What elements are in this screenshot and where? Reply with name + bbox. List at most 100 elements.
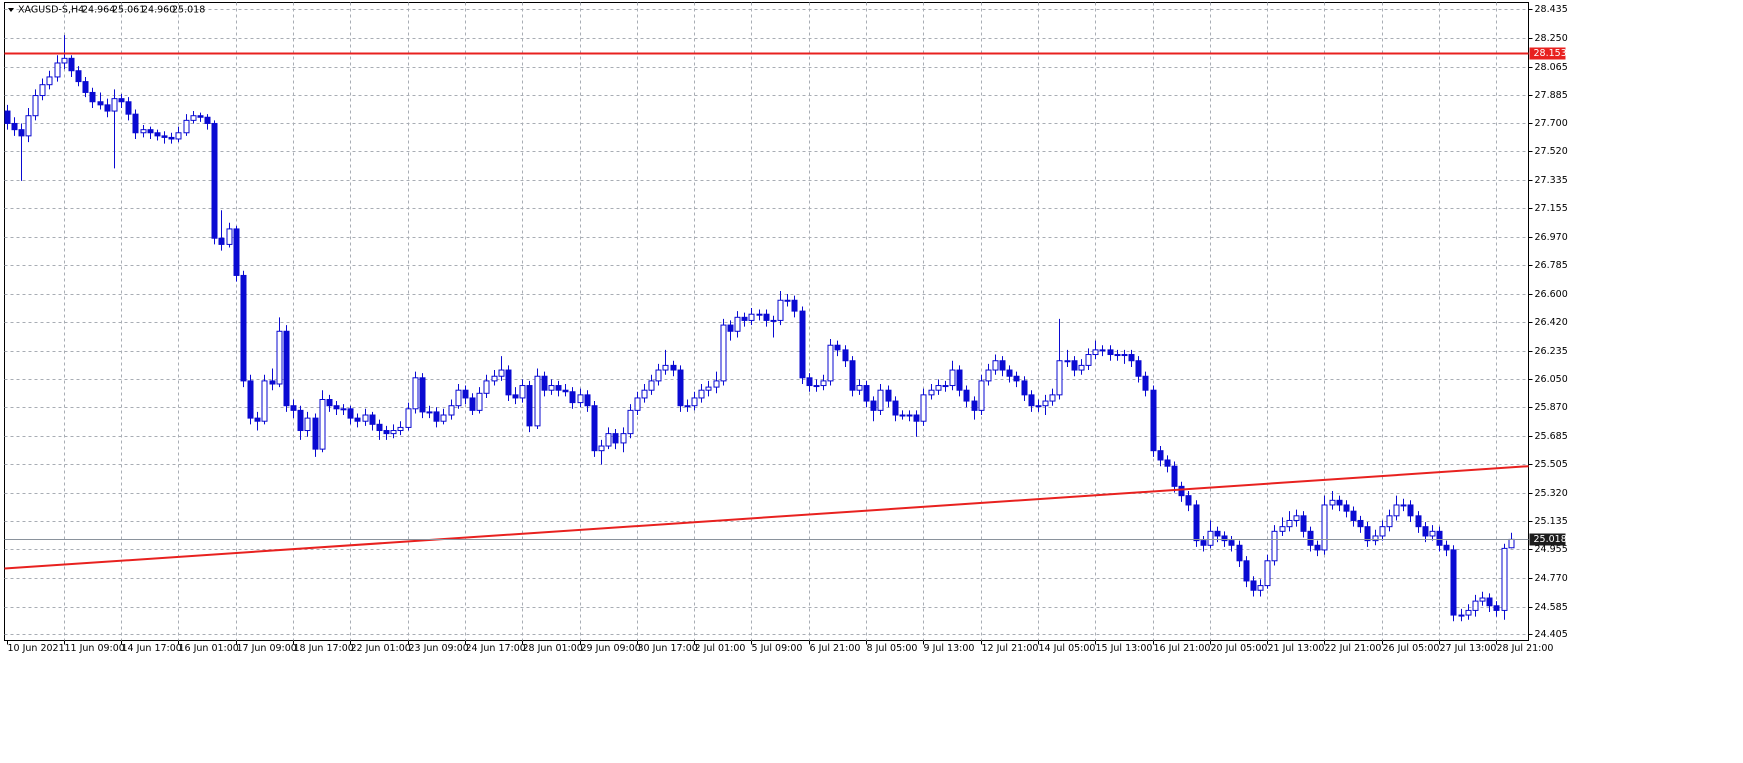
candle-body [1429,530,1436,537]
candle-body [419,377,426,413]
candle-body [218,237,225,245]
candle-body [147,129,154,134]
candle-body [25,115,32,137]
candle-body [1221,535,1228,542]
candle-body [168,136,175,140]
header-close: 25.018 [172,5,205,16]
candle-body [111,98,118,112]
plot-frame [4,2,1529,641]
x-tick-label: 16 Jun 01:00 [179,643,239,654]
candle-body [290,405,297,411]
candle-body [1178,485,1185,497]
candle-body [1200,540,1207,546]
candle-body [1279,526,1286,532]
level-label-box [1529,47,1566,60]
candle-body [1350,510,1357,521]
y-tick-label: 26.785 [1535,260,1568,271]
y-tick-label: 25.870 [1535,402,1568,413]
candle-body [548,385,555,391]
candle-body [197,115,204,118]
candle-body [483,380,490,394]
candle-body [577,394,584,404]
candle-body [1214,530,1221,537]
candle-body [1114,354,1121,357]
candle-body [971,400,978,411]
candle-body [462,389,469,399]
candle-body [949,369,956,387]
candle-body [1407,504,1414,517]
candle-body [154,132,161,137]
y-tick-label: 25.320 [1535,488,1568,499]
candle-body [1250,580,1257,591]
candle-body [390,430,397,435]
candle-body [297,409,304,432]
x-tick-label: 14 Jul 05:00 [1039,643,1096,654]
header: XAGUSD-S,H4 24.964 25.061 24.960 25.018 [8,5,205,16]
candle-body [856,385,863,391]
candle-body [534,375,541,427]
candle-body [347,408,354,419]
candle-body [799,310,806,379]
candle-body [362,414,369,422]
candle-body [233,228,240,276]
candle-body [634,397,641,411]
price-label: 25.018 [1534,534,1567,545]
candle-body [1013,375,1020,382]
candle-body [598,445,605,452]
y-tick-label: 25.135 [1535,516,1568,527]
candle-body [870,400,877,411]
candle-body [1372,535,1379,542]
x-tick-label: 23 Jun 09:00 [409,643,469,654]
y-tick-label: 28.065 [1535,62,1568,73]
candle-body [1049,394,1056,402]
candle-body [1357,519,1364,528]
y-tick-label: 26.970 [1535,232,1568,243]
candle-body [698,389,705,399]
candle-body [276,330,283,385]
candle-body [1479,597,1486,602]
candle-body [1386,515,1393,528]
candle-body [104,104,111,112]
candle-body [1271,530,1278,562]
candle-body [1465,609,1472,616]
y-tick-label: 28.435 [1535,4,1568,15]
candle-body [1379,526,1386,537]
candle-body [1236,544,1243,562]
candle-body [1085,354,1092,366]
candle-body [68,57,75,72]
x-tick-label: 20 Jul 05:00 [1211,643,1268,654]
candle-body [183,119,190,134]
x-tick-label: 8 Jul 05:00 [867,643,918,654]
candle-body [985,369,992,382]
candle-body [620,433,627,444]
candle-body [82,81,89,93]
header-low: 24.960 [142,5,175,16]
candle-body [240,274,247,382]
candle-body [705,386,712,391]
candle-body [39,84,46,97]
x-tick-label: 16 Jul 21:00 [1154,643,1211,654]
candle-body [61,57,68,64]
candle-body [827,344,834,382]
candle-body [491,375,498,382]
candle-body [1321,504,1328,551]
candle-body [763,313,770,321]
candle-body [175,132,182,140]
candle-body [1314,544,1321,551]
candle-body [920,394,927,422]
y-tick-label: 27.700 [1535,118,1568,129]
candle-body [784,299,791,302]
candle-body [670,364,677,371]
candle-body [748,313,755,321]
candle-body [1307,530,1314,546]
x-tick-label: 5 Jul 09:00 [752,643,803,654]
x-tick-label: 21 Jul 13:00 [1268,643,1325,654]
x-tick-label: 2 Jul 01:00 [695,643,746,654]
candle-body [756,313,763,316]
x-tick-label: 12 Jul 21:00 [982,643,1039,654]
level-label: 28.153 [1534,48,1567,59]
candle-body [605,433,612,447]
candle-body [1508,538,1515,549]
candle-body [512,394,519,399]
candle-body [655,369,662,382]
